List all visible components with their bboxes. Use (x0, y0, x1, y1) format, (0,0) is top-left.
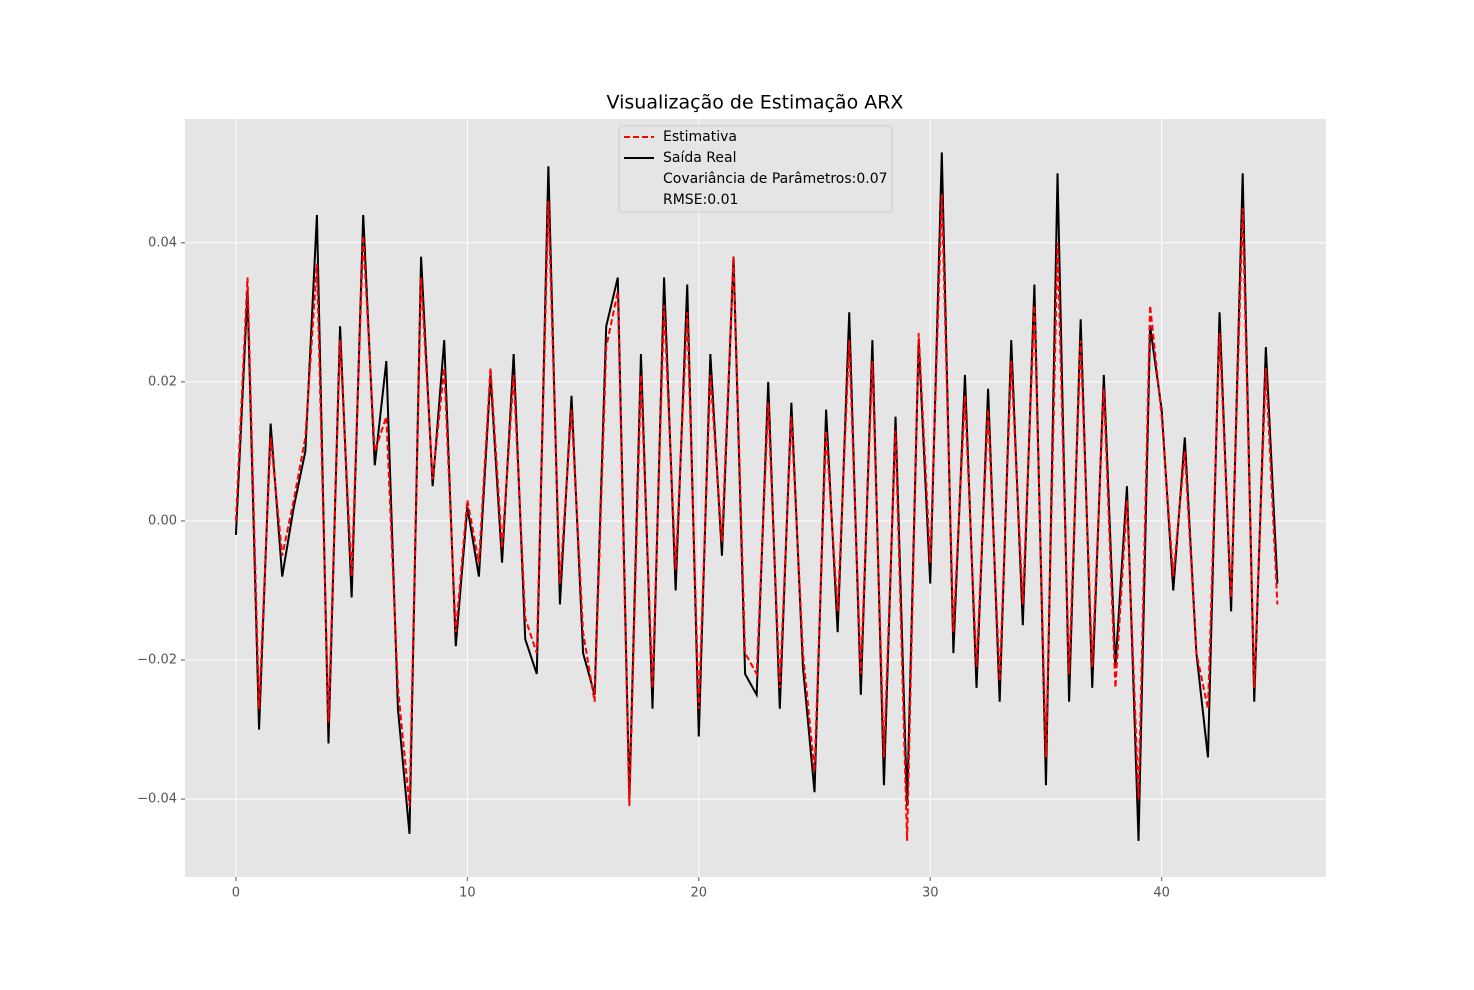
x-tick-label: 10 (459, 886, 476, 901)
grid (185, 119, 1326, 877)
y-tick-label: −0.02 (137, 653, 177, 668)
y-tick-label: 0.02 (148, 374, 177, 389)
legend-note: RMSE:0.01 (663, 192, 738, 208)
legend-box (618, 125, 893, 213)
legend-label: Estimativa (663, 129, 737, 145)
series-line (234, 152, 1279, 841)
y-tick-label: 0.04 (148, 235, 177, 250)
chart-title: Visualização de Estimação ARX (607, 92, 904, 114)
legend: Estimativa Saída Real Covariância de Parâm… (618, 125, 893, 213)
lines (234, 152, 1279, 841)
y-tick-label: 0.00 (148, 513, 177, 528)
plot-area (185, 119, 1326, 877)
series-line (234, 194, 1279, 841)
y-tick-label: −0.04 (137, 792, 177, 807)
x-tick-label: 30 (922, 886, 939, 901)
x-tick-label: 20 (691, 886, 708, 901)
legend-label: Saída Real (663, 150, 736, 166)
x-tick-label: 40 (1153, 886, 1170, 901)
legend-note: Covariância de Parâmetros:0.07 (663, 171, 888, 187)
x-tick-label: 0 (232, 886, 240, 901)
